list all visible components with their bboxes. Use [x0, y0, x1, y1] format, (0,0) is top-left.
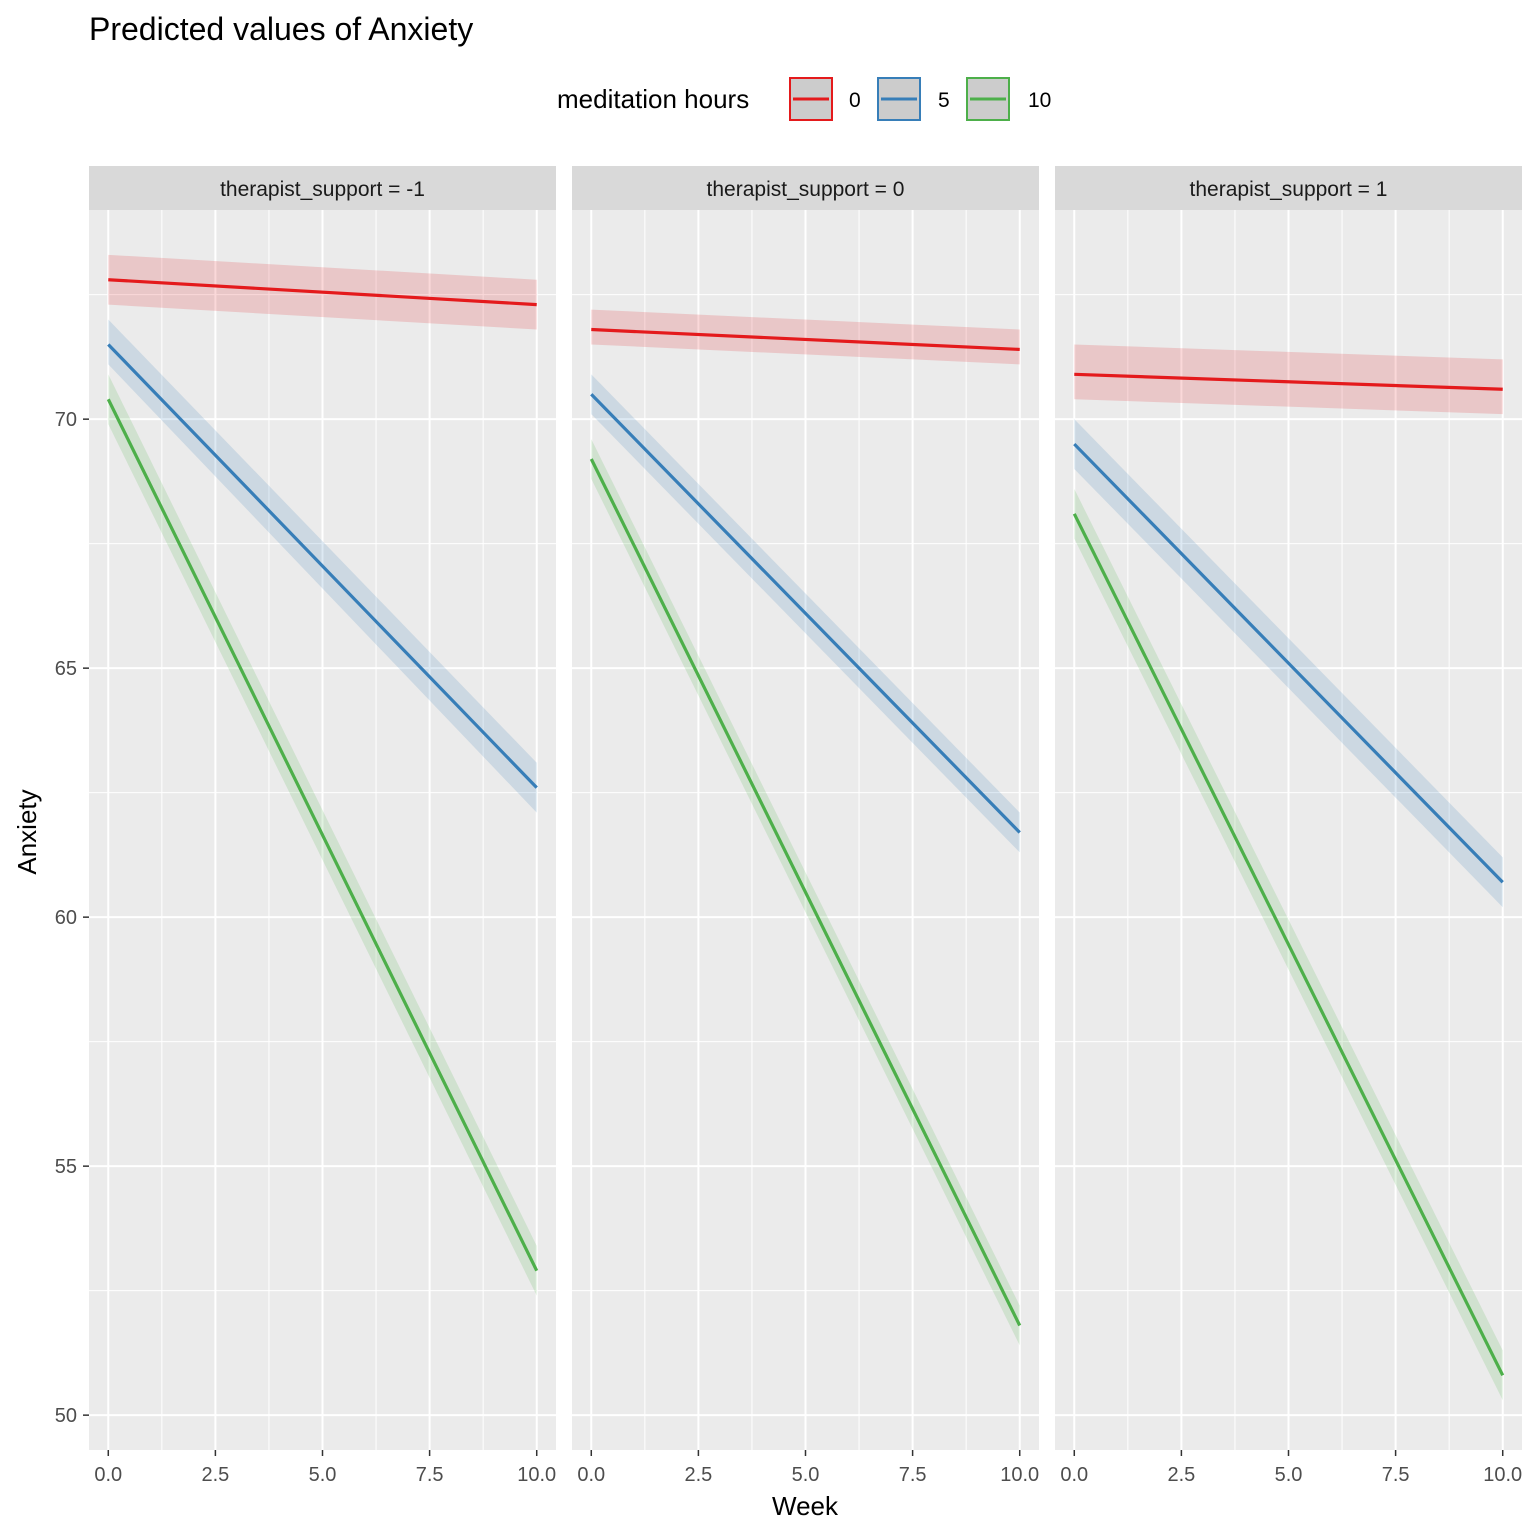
series-line-0 — [1074, 372, 1503, 391]
y-axis: 50 55 60 65 70 — [55, 409, 89, 1427]
y-tick-label: 70 — [55, 409, 77, 431]
series-line-10 — [106, 398, 539, 1272]
series-line-10 — [1072, 513, 1505, 1377]
x-tick-label: 7.5 — [899, 1464, 927, 1486]
x-tick-label: 5.0 — [309, 1464, 337, 1486]
x-tick-label: 0.0 — [577, 1464, 605, 1486]
x-axis-title: Week — [772, 1491, 839, 1521]
legend-label-5: 5 — [938, 89, 950, 112]
x-tick-label: 0.0 — [1060, 1464, 1088, 1486]
legend-key-5: 5 — [877, 77, 950, 121]
facet-strip — [1055, 166, 1522, 210]
x-tick-label: 2.5 — [1167, 1464, 1195, 1486]
x-tick-label: 10.0 — [1000, 1464, 1039, 1486]
legend-label-0: 0 — [849, 89, 861, 112]
x-tick-label: 10.0 — [517, 1464, 556, 1486]
legend-key-10: 10 — [966, 77, 1051, 121]
ci-ribbon-0 — [591, 309, 1020, 365]
series-line-5 — [590, 393, 1021, 834]
facet-strip-label: therapist_support = -1 — [220, 178, 425, 201]
ci-ribbon-0 — [1074, 344, 1503, 415]
x-tick-label: 0.0 — [94, 1464, 122, 1486]
facet-strip — [572, 166, 1039, 210]
y-axis-title: Anxiety — [12, 789, 42, 874]
x-tick-label: 7.5 — [416, 1464, 444, 1486]
legend-title: meditation hours — [557, 84, 749, 114]
y-tick-label: 55 — [55, 1156, 77, 1178]
series-line-5 — [107, 343, 538, 789]
facet-strip-label: therapist_support = 0 — [707, 178, 905, 201]
x-tick-label: 7.5 — [1382, 1464, 1410, 1486]
series-line-10 — [589, 458, 1022, 1327]
facet-panel-1: therapist_support = -1 0.0 2.5 5.0 7.5 10.0 — [89, 166, 556, 1486]
y-tick-label: 60 — [55, 907, 77, 929]
y-tick-label: 50 — [55, 1405, 77, 1427]
legend: meditation hours 0 5 10 — [557, 77, 1051, 121]
x-tick-label: 5.0 — [1275, 1464, 1303, 1486]
chart-title: Predicted values of Anxiety — [89, 11, 473, 47]
x-tick-label: 2.5 — [684, 1464, 712, 1486]
facet-panel-2: therapist_support = 0 0.0 2.5 5.0 7.5 10.0 — [572, 166, 1039, 1486]
y-tick-label: 65 — [55, 658, 77, 680]
facet-panels: therapist_support = -10.0 2.5 5.0 7.5 10.0th… — [55, 166, 1522, 1486]
legend-label-10: 10 — [1028, 89, 1051, 112]
series-line-5 — [1073, 442, 1504, 884]
facet-strip-label: therapist_support = 1 — [1190, 178, 1388, 201]
facet-panel-3: therapist_support = 1 0.0 2.5 5.0 7.5 10.0 — [1055, 166, 1522, 1486]
x-tick-label: 2.5 — [201, 1464, 229, 1486]
series-line-0 — [108, 278, 537, 307]
series-line-0 — [591, 327, 1020, 352]
x-tick-label: 5.0 — [792, 1464, 820, 1486]
x-tick-label: 10.0 — [1483, 1464, 1522, 1486]
legend-key-0: 0 — [789, 77, 861, 121]
facet-strip — [89, 166, 556, 210]
